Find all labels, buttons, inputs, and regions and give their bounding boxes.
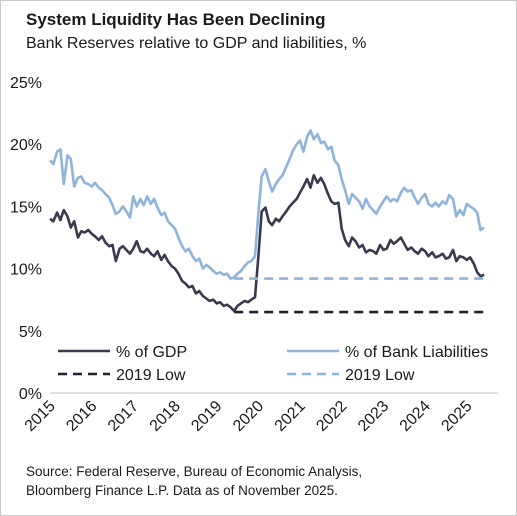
y-tick-label: 10% [10, 262, 42, 279]
source-line-1: Source: Federal Reserve, Bureau of Econo… [26, 464, 363, 479]
x-tick-label: 2024 [397, 398, 434, 435]
source-note: Source: Federal Reserve, Bureau of Econo… [26, 462, 506, 500]
x-tick-label: 2018 [147, 398, 184, 435]
x-tick-label: 2022 [313, 398, 350, 435]
source-line-2: Bloomberg Finance L.P. Data as of Novemb… [26, 483, 338, 498]
chart-subtitle: Bank Reserves relative to GDP and liabil… [26, 35, 367, 52]
y-tick-label: 0% [19, 386, 42, 403]
legend-liabilities-2019-low-label: 2019 Low [345, 367, 415, 384]
x-tick-label: 2017 [105, 398, 142, 435]
legend-liabilities-label: % of Bank Liabilities [345, 344, 488, 361]
legend-gdp-2019-low-label: 2019 Low [116, 367, 186, 384]
x-tick-label: 2020 [230, 398, 267, 435]
x-tick-label: 2016 [63, 398, 100, 435]
chart-title: System Liquidity Has Been Declining [26, 10, 326, 29]
y-tick-label: 20% [10, 137, 42, 154]
gdp-line [49, 174, 485, 313]
legend-gdp-label: % of GDP [116, 344, 187, 361]
x-tick-label: 2015 [22, 398, 59, 435]
x-tick-label: 2019 [188, 398, 225, 435]
liabilities-line [49, 129, 485, 280]
x-tick-label: 2023 [355, 398, 392, 435]
y-tick-label: 5% [19, 324, 42, 341]
x-tick-label: 2021 [272, 398, 309, 435]
y-tick-label: 25% [10, 75, 42, 92]
y-tick-label: 15% [10, 199, 42, 216]
x-tick-label: 2025 [438, 398, 475, 435]
